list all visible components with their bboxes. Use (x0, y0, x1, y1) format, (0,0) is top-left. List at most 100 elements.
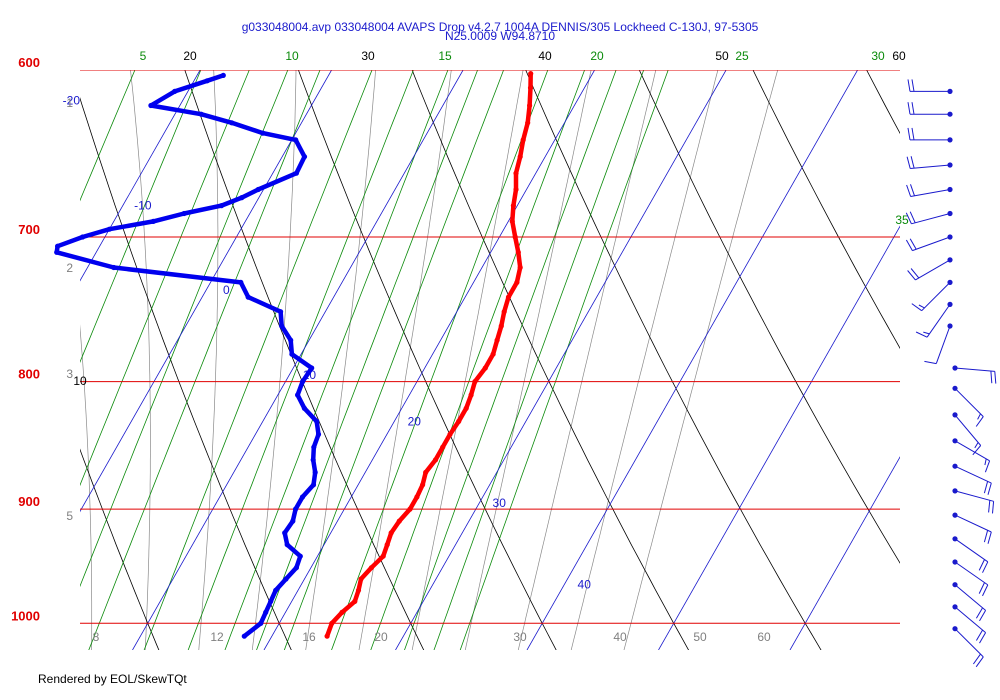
moist-adiabat (570, 70, 719, 650)
wind-barb-flag (994, 371, 997, 384)
dry-adiabat (297, 70, 557, 650)
isotherm (80, 70, 332, 513)
wind-barb (952, 365, 997, 384)
wind-barb-flag (978, 582, 985, 594)
isotherm (0, 70, 69, 650)
moist-adiabat (80, 324, 93, 650)
altitude-label: 5 (66, 509, 73, 523)
dewpoint-point (260, 130, 266, 136)
chart-title-line2: N25.0009 W94.8710 (445, 29, 555, 43)
isotherm (80, 70, 201, 282)
temperature-point (514, 279, 520, 285)
temperature-point (432, 457, 439, 463)
wind-barb-flag (909, 238, 917, 250)
temperature-point (517, 264, 523, 271)
mixing-ratio-label: 20 (590, 49, 604, 63)
temperature-point (482, 365, 488, 371)
wind-barb-shaft (954, 465, 992, 484)
pressure-tick-label: 700 (18, 222, 40, 237)
wind-barb-flag (987, 531, 992, 544)
temperature-point (512, 234, 518, 240)
dewpoint-point (283, 576, 289, 582)
dewpoint-point (220, 72, 226, 78)
isotherm-label: 40 (578, 578, 592, 592)
bottom-axis-label: 8 (93, 630, 100, 644)
moist-adiabat (251, 70, 297, 650)
wind-barb-flag (909, 211, 916, 224)
bottom-axis-label: 16 (302, 630, 316, 644)
mixing-ratio-label: 35 (895, 213, 909, 227)
wind-barb (906, 184, 953, 197)
pressure-tick-label: 900 (18, 494, 40, 509)
wind-barb-flag (906, 156, 911, 169)
wind-barb (911, 279, 953, 312)
moist-adiabat (517, 70, 657, 650)
mixing-ratio-line (331, 70, 549, 650)
wind-barb-shaft (921, 282, 951, 312)
dewpoint-point (218, 203, 225, 209)
dewpoint-point (284, 542, 290, 548)
isotherm-label: 30 (493, 496, 507, 510)
dewpoint-point (288, 337, 294, 343)
footer-credit: Rendered by EOL/SkewTQt (38, 672, 187, 686)
background-lines (0, 70, 900, 650)
pressure-tick-label: 800 (18, 367, 40, 382)
temperature-point (329, 620, 335, 626)
wind-barb-flag (911, 127, 915, 140)
temperature-point (388, 530, 394, 536)
wind-barb (952, 512, 992, 544)
altitude-label: 3 (66, 367, 73, 381)
wind-barb (907, 127, 953, 143)
moist-adiabat (464, 70, 592, 650)
wind-barb (907, 102, 953, 117)
temperature-point (407, 506, 413, 512)
wind-barb-flag (975, 416, 984, 427)
profile-series (54, 71, 534, 639)
mixing-ratio-label: 15 (438, 49, 452, 63)
wind-barb-shaft (912, 236, 951, 252)
wind-barb-shaft (954, 538, 989, 563)
isotherm (263, 70, 595, 650)
dewpoint-point (311, 444, 317, 450)
dewpoint-point (54, 249, 60, 255)
dewpoint-point (312, 469, 318, 475)
mixing-ratio-line (143, 70, 373, 650)
moist-adiabat (130, 70, 151, 650)
dry-adiabat (184, 70, 425, 650)
bottom-axis-label: 50 (693, 630, 707, 644)
dewpoint-point (295, 392, 301, 398)
wind-barb-flag (910, 184, 915, 196)
temperature-point (520, 137, 526, 143)
temperature-point (505, 294, 512, 300)
temperature-point (528, 71, 534, 77)
mixing-ratio-line (187, 70, 414, 650)
wind-barb (952, 536, 989, 573)
temperature-line (324, 71, 533, 639)
dewpoint-point (150, 218, 156, 224)
wind-barb (952, 438, 991, 473)
isotherm-label: 20 (408, 414, 422, 428)
dewpoint-point (293, 565, 299, 571)
dewpoint-point (293, 170, 299, 176)
mixing-ratio-line (370, 70, 586, 650)
wind-barb-flag (979, 632, 987, 644)
wind-barb (952, 559, 989, 597)
mixing-ratio-line (256, 70, 479, 650)
dewpoint-point (111, 264, 117, 271)
pressure-tick-label: 1000 (11, 608, 40, 623)
wind-barb (952, 488, 995, 514)
dry-adiabat-label: 60 (892, 49, 906, 63)
wind-barb-shaft (954, 490, 994, 502)
dewpoint-point (301, 405, 307, 411)
wind-barb-flag (910, 156, 915, 169)
wind-barb-shaft (910, 189, 951, 197)
dewpoint-point (106, 226, 112, 232)
dry-adiabat (80, 448, 160, 650)
wind-barb-flag (975, 656, 984, 668)
dewpoint-point (310, 457, 316, 463)
wind-barb-shaft (926, 304, 951, 338)
temperature-point (396, 518, 402, 524)
dewpoint-point (255, 186, 261, 193)
mixing-ratio-label: 25 (735, 49, 749, 63)
